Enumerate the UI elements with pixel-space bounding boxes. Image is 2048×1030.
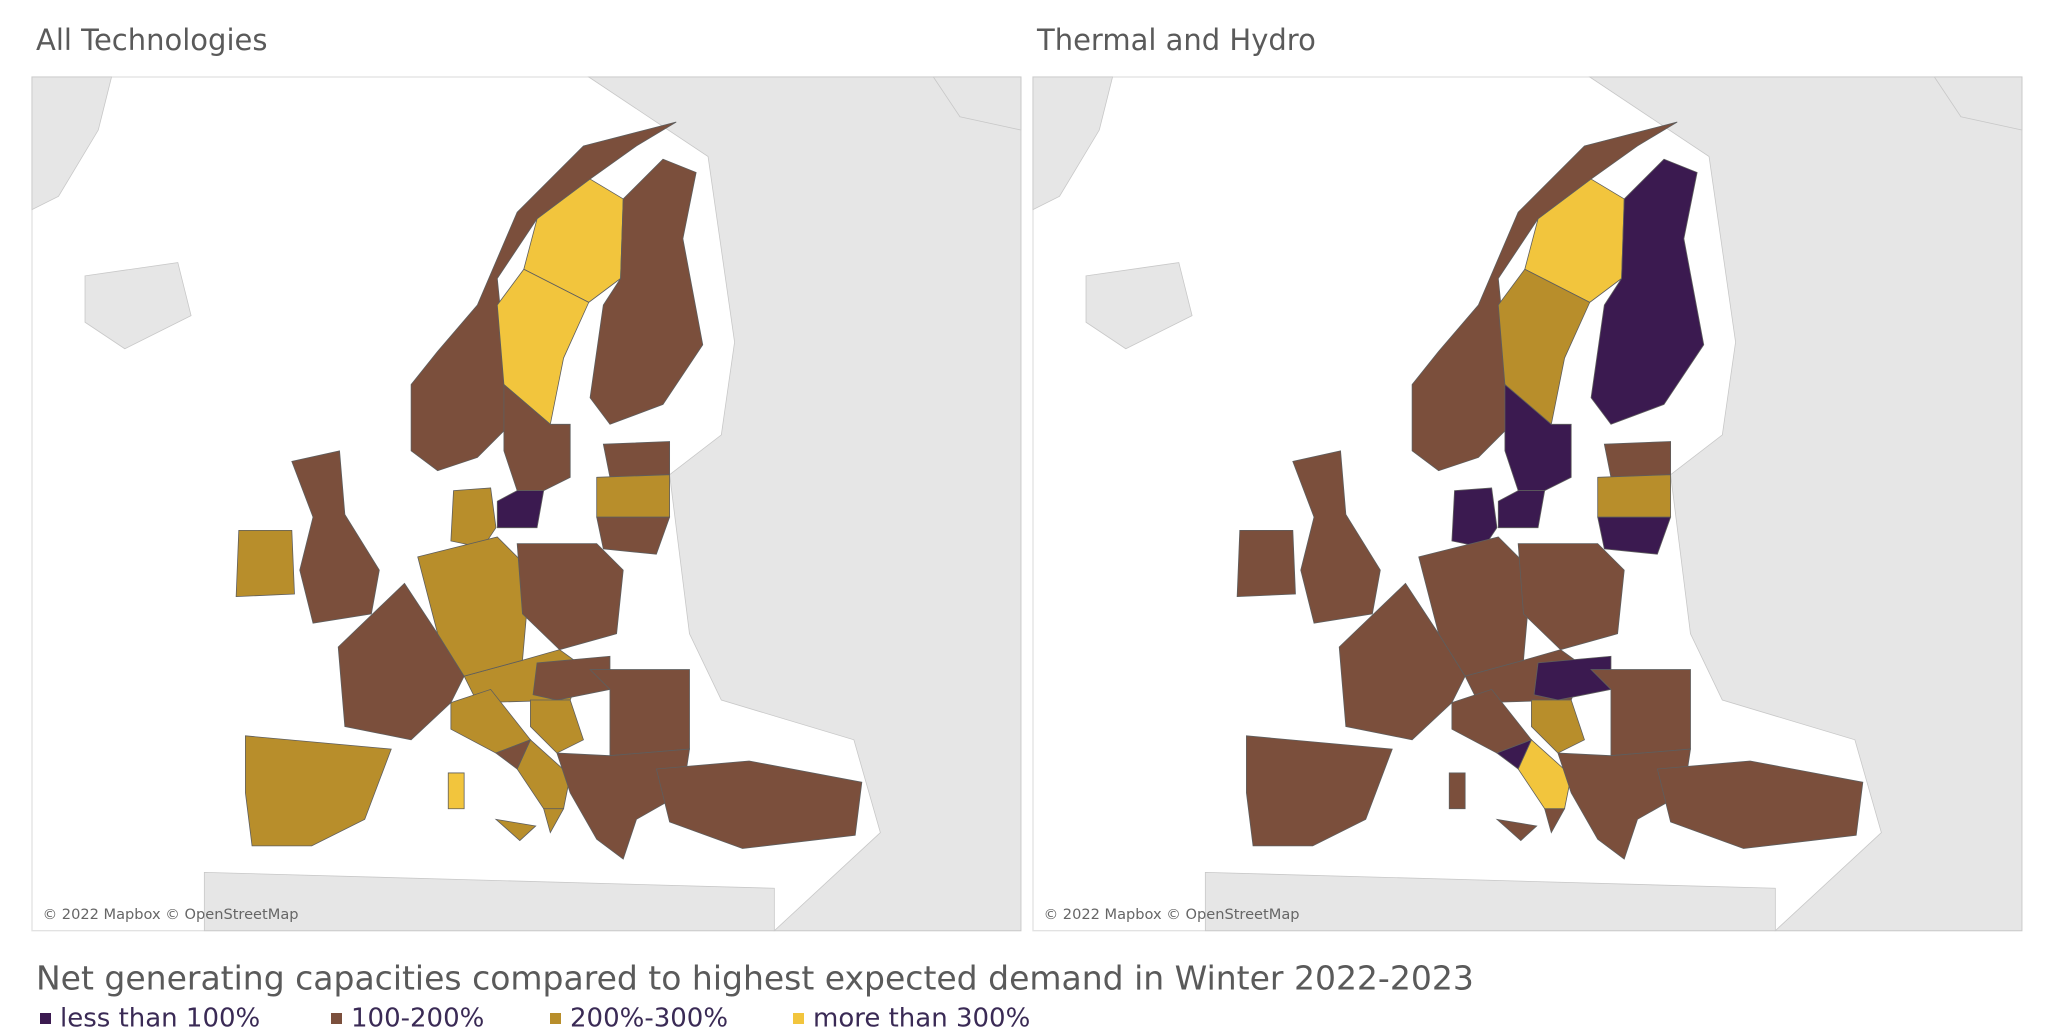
- region: [495, 739, 532, 770]
- legend-swatch: [40, 1013, 51, 1024]
- region: [1656, 760, 1864, 849]
- region: [1603, 441, 1672, 478]
- region: [596, 516, 671, 555]
- region: [1557, 748, 1691, 860]
- land: [1204, 871, 1776, 932]
- legend-label: more than 300%: [813, 1004, 1030, 1030]
- map-panel: © 2022 Mapbox © OpenStreetMap: [1032, 76, 2023, 932]
- map-panel: © 2022 Mapbox © OpenStreetMap: [31, 76, 1022, 932]
- region: [1597, 516, 1672, 555]
- region: [1451, 487, 1498, 549]
- region: [655, 760, 863, 849]
- region: [1292, 450, 1381, 624]
- region: [532, 655, 611, 701]
- attribution: © 2022 Mapbox © OpenStreetMap: [43, 906, 299, 923]
- legend-label: 200%-300%: [570, 1004, 728, 1030]
- legend-title: Net generating capacities compared to hi…: [36, 959, 1474, 998]
- region: [1246, 735, 1393, 847]
- region: [1497, 490, 1546, 529]
- region: [1495, 818, 1538, 842]
- region: [447, 772, 465, 810]
- region: [596, 474, 671, 518]
- land: [1085, 262, 1193, 350]
- land: [203, 871, 775, 932]
- panel-title: Thermal and Hydro: [1036, 23, 1316, 57]
- land: [587, 76, 1022, 932]
- legend-swatch: [550, 1013, 561, 1024]
- region: [245, 735, 392, 847]
- region: [1236, 529, 1296, 598]
- region: [1448, 772, 1466, 810]
- land: [932, 76, 1022, 131]
- land: [31, 76, 113, 211]
- legend-label: less than 100%: [60, 1004, 260, 1030]
- region: [530, 699, 584, 754]
- region: [1531, 699, 1585, 754]
- region: [556, 748, 690, 860]
- region: [1533, 655, 1612, 701]
- region: [1544, 808, 1566, 834]
- land: [1588, 76, 2023, 932]
- region: [417, 536, 531, 677]
- region: [1590, 158, 1705, 425]
- panel-title: All Technologies: [36, 23, 267, 57]
- legend-swatch: [331, 1013, 342, 1024]
- region: [494, 818, 537, 842]
- region: [1496, 739, 1533, 770]
- land: [1032, 76, 1114, 211]
- region: [1418, 536, 1532, 677]
- region: [1517, 543, 1625, 651]
- legend-swatch: [793, 1013, 804, 1024]
- region: [516, 543, 624, 651]
- region: [602, 441, 671, 478]
- legend-label: 100-200%: [351, 1004, 484, 1030]
- region: [450, 487, 497, 549]
- land: [1933, 76, 2023, 131]
- land: [84, 262, 192, 350]
- region: [496, 490, 545, 529]
- attribution: © 2022 Mapbox © OpenStreetMap: [1044, 906, 1300, 923]
- region: [589, 158, 704, 425]
- region: [1597, 474, 1672, 518]
- region: [235, 529, 295, 598]
- region: [543, 808, 565, 834]
- region: [291, 450, 380, 624]
